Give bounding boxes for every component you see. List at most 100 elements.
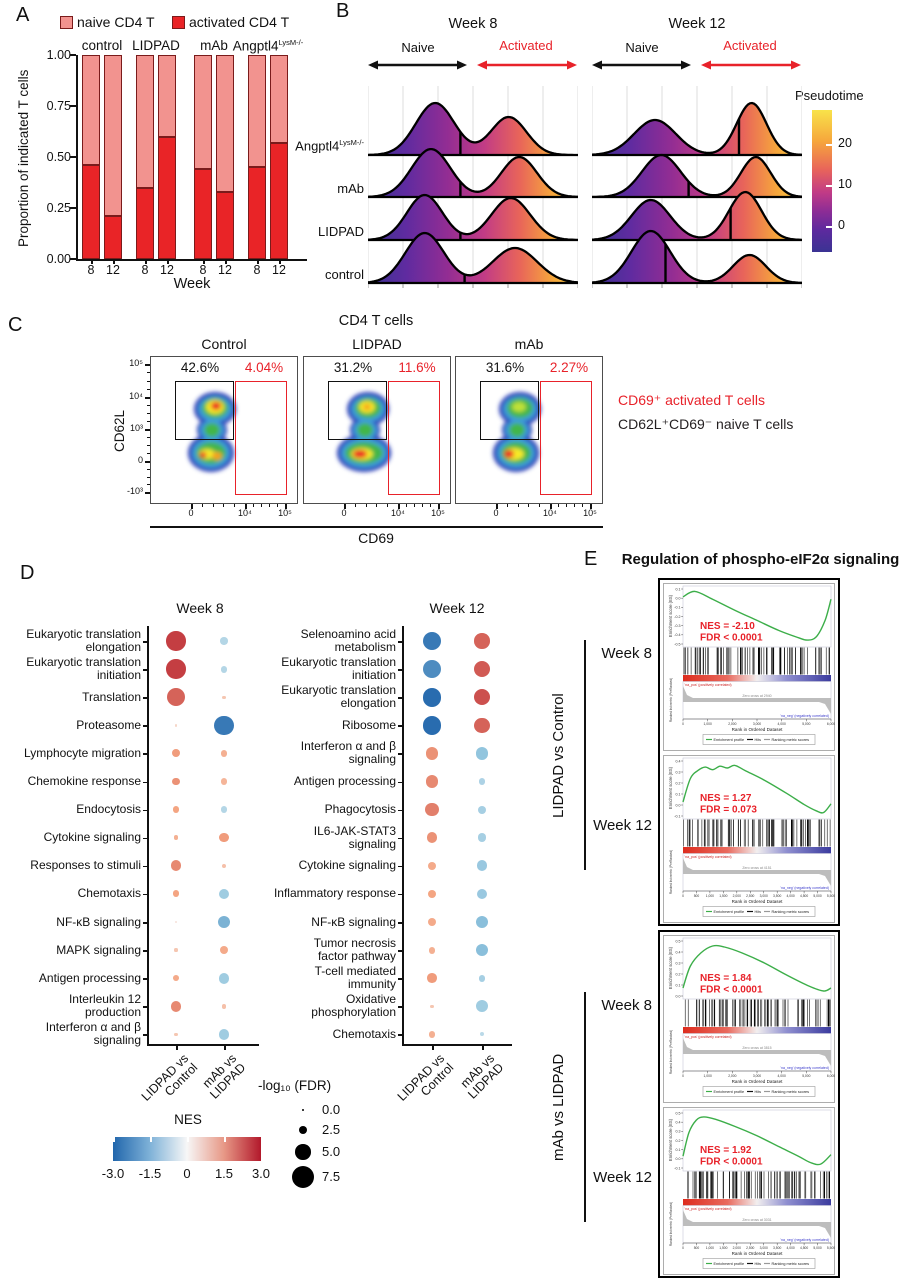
dotplot-row-tick <box>143 669 147 671</box>
ridge-density <box>368 193 578 242</box>
nes-dot <box>422 631 442 651</box>
bar-activated <box>194 169 212 259</box>
flow-x-minor-tick <box>539 504 541 507</box>
pathway-label: Cytokine signaling <box>298 858 396 873</box>
flow-x-minor-tick <box>574 504 575 507</box>
svg-text: 2,500 <box>746 894 754 898</box>
flow-x-tick-label: 10⁴ <box>238 508 252 518</box>
flow-x-tick <box>550 504 552 509</box>
gsea-legend-box <box>702 1086 816 1097</box>
fdr-size-label: 2.5 <box>322 1122 341 1137</box>
svg-text: 1,000 <box>704 1074 712 1078</box>
flow-y-tick <box>145 492 150 494</box>
dotplot-row-tick <box>143 697 147 699</box>
svg-text: Enrichment score (ES) <box>668 946 673 989</box>
svg-text: 0.4 <box>676 759 681 763</box>
flow-x-minor-tick <box>234 504 236 507</box>
flow-y-tick <box>145 461 150 463</box>
dotplot-y-axis <box>147 626 149 1046</box>
flow-x-tick <box>398 504 400 509</box>
svg-text: 5,000 <box>813 1246 821 1250</box>
nes-dot <box>172 749 180 758</box>
dotplot-row-tick <box>143 950 147 952</box>
svg-text: 0.2 <box>676 1139 681 1143</box>
svg-text: Ranked list metric (PreRanked) <box>669 850 673 894</box>
naive-gate <box>328 381 387 440</box>
flow-x-minor-tick <box>376 504 378 507</box>
svg-text: Hits <box>755 1090 762 1094</box>
flow-x-tick-label: 0 <box>341 508 347 518</box>
svg-text: Ranked list metric (PreRanked) <box>669 1202 673 1246</box>
blob-layer <box>509 423 525 437</box>
ridge-row-label: mAb <box>240 181 364 196</box>
nes-dot <box>426 832 438 843</box>
nes-dot <box>174 920 178 924</box>
flow-x-tick-label: 10⁴ <box>543 508 557 518</box>
nes-dot <box>475 915 489 929</box>
nes-dot <box>221 1004 227 1009</box>
nes-colorbar-tick <box>224 1137 226 1142</box>
nes-dot <box>478 778 486 785</box>
flow-x-minor-tick <box>506 504 508 507</box>
legend-swatch-naive <box>60 16 73 29</box>
flow-y-minor-tick <box>147 476 150 478</box>
pathway-label: Phagocytosis <box>324 802 396 817</box>
blob-layer <box>504 450 514 458</box>
panel-e-title: Regulation of phospho-eIF2α signaling <box>621 551 900 568</box>
svg-text: Enrichment profile <box>714 910 745 914</box>
flow-y-minor-tick <box>147 413 150 414</box>
nes-dot <box>473 661 490 678</box>
dotplot-row-tick <box>398 1006 402 1008</box>
svg-text: 4,000 <box>778 1074 786 1078</box>
pathway-label: NF-κB signaling <box>56 914 141 929</box>
a-x-tick-label: 12 <box>272 263 286 277</box>
blob-layer <box>212 452 222 460</box>
pathway-label: Lymphocyte migration <box>24 745 141 760</box>
dotplot-row-tick <box>143 922 147 924</box>
pathway-label: Ribosome <box>341 717 396 732</box>
dotplot-row-tick <box>143 837 147 840</box>
dotplot-x-axis <box>402 1044 512 1046</box>
ridge-plot-week-12 <box>592 86 802 288</box>
svg-text: 3,500 <box>773 894 781 898</box>
activated-gate-legend: CD69⁺ activated T cells <box>618 392 765 408</box>
nes-dot <box>478 974 486 982</box>
gsea-group-side-label: LIDPAD vs Control <box>550 693 567 818</box>
flow-y-tick-label: 10⁵ <box>129 358 143 368</box>
svg-text: 0.1 <box>676 792 681 796</box>
svg-text: 0.1 <box>676 587 681 591</box>
flow-plot-mab: 31.6% 2.27% <box>455 356 603 504</box>
flow-y-minor-tick <box>147 445 150 446</box>
ridge-row-label-text: control <box>324 267 364 282</box>
nes-dot <box>475 943 489 957</box>
arrow-head-left-icon <box>701 60 711 70</box>
dotplot-row-tick <box>398 922 402 924</box>
a-x-tick <box>91 259 93 264</box>
flow-x-minor-tick <box>223 504 225 507</box>
svg-text: 'na_pos' (positively correlated) <box>685 1207 732 1211</box>
pathway-label: Tumor necrosis factor pathway <box>313 936 396 964</box>
pseudotime-tick-label: 10 <box>838 177 852 191</box>
enrichment-curve <box>682 944 832 992</box>
naive-percent: 42.6% <box>180 360 220 375</box>
pathway-label: Chemokine response <box>27 774 141 788</box>
gsea-group-bracket <box>584 992 586 1222</box>
fdr-value: FDR < 0.0001 <box>700 1157 763 1168</box>
correlation-gradient <box>683 1027 831 1034</box>
nes-colorbar-tick <box>187 1137 189 1142</box>
flow-x-tick <box>496 504 498 509</box>
blob-layer <box>512 402 526 412</box>
svg-text: -0.2 <box>674 615 680 619</box>
fdr-size-dot <box>302 1109 304 1111</box>
ridge-row-label-sup: LysM-/- <box>339 138 364 147</box>
dotplot-row-tick <box>143 978 147 980</box>
flow-y-tick-label: -10³ <box>126 486 143 496</box>
ridge-density <box>592 153 802 199</box>
fdr-size-dot <box>295 1144 311 1160</box>
panel-d-label: D <box>20 562 35 584</box>
flow-x-minor-tick <box>430 504 431 507</box>
svg-text: 3,000 <box>760 1246 768 1250</box>
naive-gate <box>175 381 234 440</box>
